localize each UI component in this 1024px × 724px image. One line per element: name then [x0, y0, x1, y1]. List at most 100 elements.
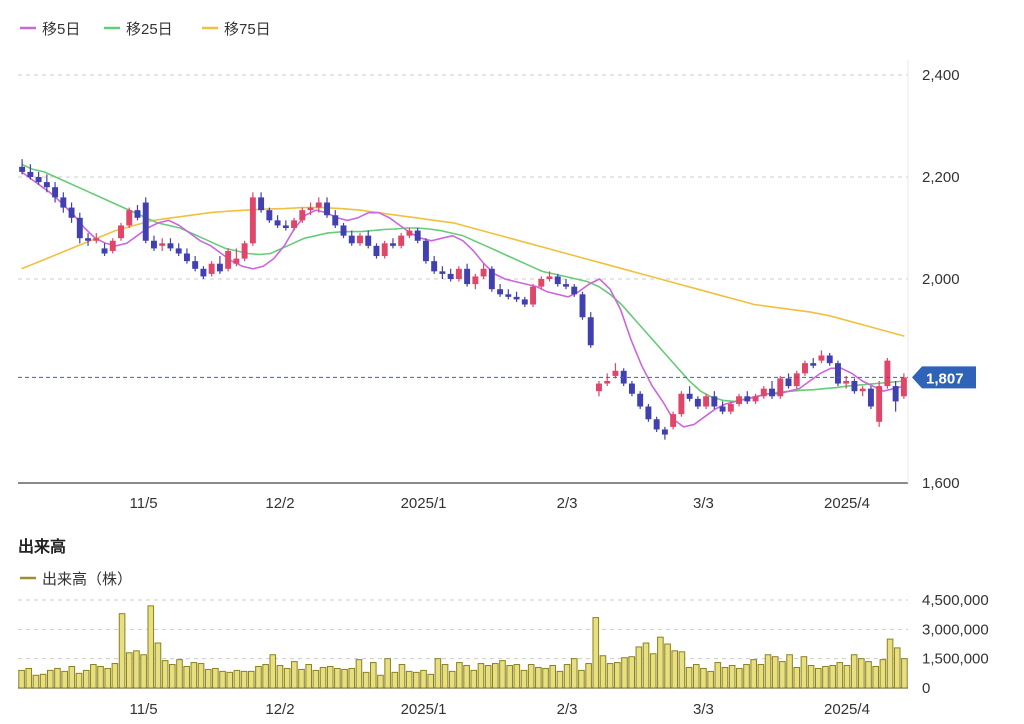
candle-body [530, 286, 537, 305]
candlestick [258, 192, 265, 213]
volume-bar [448, 670, 456, 689]
candlestick [52, 182, 59, 203]
candlestick [628, 381, 635, 397]
volume-bar [850, 654, 858, 689]
candle-body [637, 393, 644, 407]
candlestick [661, 426, 668, 440]
candlestick [85, 233, 92, 246]
volume-bar [649, 653, 657, 689]
candle-body [101, 248, 108, 254]
volume-bar [757, 664, 765, 689]
candle-body [480, 268, 487, 277]
volume-bar [219, 670, 226, 689]
candlestick [538, 276, 545, 290]
candle-body [867, 388, 874, 407]
candle-body [645, 406, 652, 420]
volume-bar [68, 665, 76, 689]
candle-body [241, 243, 248, 259]
volume-bar [570, 658, 578, 689]
volume-bar [18, 669, 25, 689]
candle-body [612, 370, 619, 376]
volume-bar [865, 661, 872, 689]
volume-bar [678, 651, 686, 689]
candlestick [35, 171, 42, 185]
candle-body [249, 197, 256, 244]
candlestick [744, 391, 751, 404]
candlestick [93, 233, 100, 244]
volume-bar [398, 664, 406, 689]
candle-body [785, 378, 792, 387]
volume-bar [484, 665, 492, 689]
volume-bar [247, 670, 255, 689]
candlestick [109, 238, 116, 254]
ma25-line [21, 163, 905, 403]
volume-bar [886, 638, 894, 689]
volume-bar [520, 669, 528, 689]
candle-body [151, 240, 157, 249]
candle-body [159, 243, 166, 246]
volume-bar [384, 658, 391, 689]
volume-bar [276, 665, 284, 689]
candle-body [200, 268, 207, 277]
candle-body [35, 177, 42, 183]
candle-body [381, 243, 388, 257]
candle-body [752, 396, 759, 402]
volume-bar [90, 664, 97, 689]
candle-body [464, 268, 471, 285]
candlestick [340, 222, 347, 239]
candle-body [859, 388, 866, 392]
volume-bar [592, 617, 600, 689]
candle-body [225, 250, 232, 269]
volume-bar [829, 665, 836, 689]
volume-bar [75, 672, 83, 689]
volume-bar [319, 666, 327, 689]
price-grid [18, 60, 909, 484]
candle-body [422, 240, 429, 262]
price-y-tick-label: 2,400 [922, 67, 960, 84]
volume-bar [391, 671, 399, 689]
candle-body [686, 393, 693, 399]
candlestick [488, 266, 495, 292]
volume-bar [197, 663, 205, 689]
candlestick [431, 256, 438, 274]
volume-bar [212, 667, 219, 689]
candle-body [291, 220, 298, 228]
volume-bar [413, 671, 420, 689]
volume-bar [599, 655, 607, 689]
candle-body [587, 317, 594, 346]
candlestick [183, 248, 190, 264]
volume-bar [714, 662, 722, 689]
volume-bar [893, 647, 901, 689]
candle-body [406, 230, 413, 236]
candle-body [258, 197, 265, 211]
legend-label-ma5: 移5日 [42, 21, 80, 38]
volume-bar [104, 667, 112, 689]
candle-body [876, 386, 883, 422]
volume-bar [169, 664, 176, 689]
price-x-tick-label: 11/5 [130, 495, 158, 512]
candle-body [167, 243, 174, 249]
volume-bar [563, 664, 571, 689]
volume-bar [793, 666, 801, 689]
volume-bar [822, 665, 829, 689]
price-y-tick-label: 2,000 [922, 271, 960, 288]
candle-body [398, 235, 405, 246]
volume-bar [32, 674, 40, 689]
candlestick [192, 256, 199, 272]
volume-bar [183, 665, 190, 689]
candle-body [513, 296, 520, 300]
volume-bar [578, 669, 585, 689]
candlestick [711, 391, 718, 410]
volume-bar [46, 669, 54, 689]
volume-y-axis: 0 1,500,000 3,000,000 4,500,000 [922, 592, 989, 697]
volume-bar [513, 664, 521, 689]
candle-body [488, 268, 495, 290]
candlestick [200, 266, 207, 279]
volume-bar [463, 665, 470, 689]
candlestick [60, 192, 67, 213]
volume-bar [657, 636, 664, 689]
volume-bar [814, 667, 822, 689]
candle-body [653, 419, 660, 430]
volume-bar [836, 662, 844, 689]
